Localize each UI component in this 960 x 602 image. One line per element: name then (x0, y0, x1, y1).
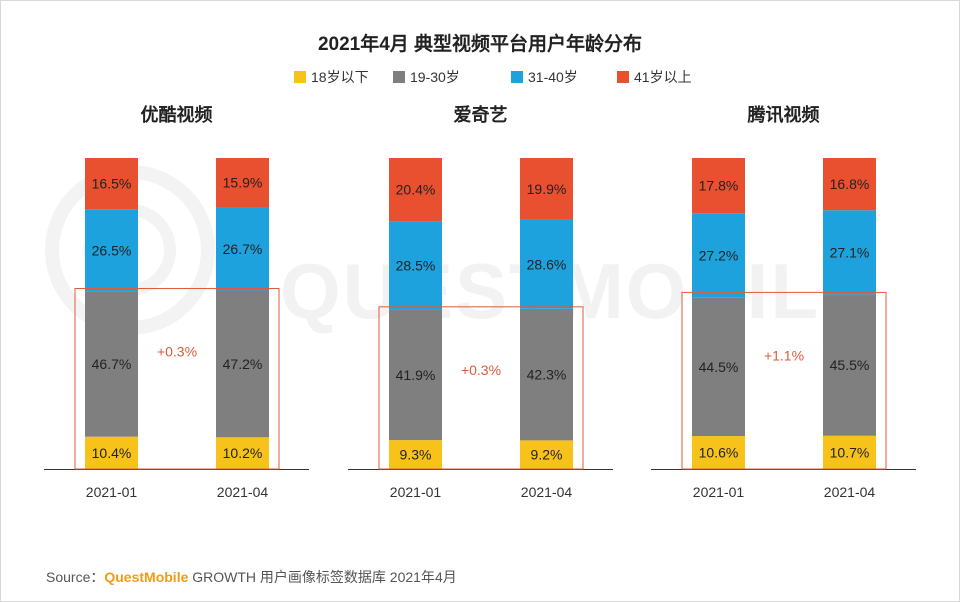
seg-label-2-1-0: 10.7% (830, 444, 870, 460)
seg-label-0-1-0: 10.2% (223, 445, 263, 461)
seg-label-2-0-0: 10.6% (699, 445, 739, 461)
seg-label-0-1-3: 15.9% (223, 175, 263, 191)
bar-seg-2-0-2 (692, 213, 745, 298)
watermark: QUESTMOBILE (45, 165, 874, 335)
seg-label-2-0-2: 27.2% (699, 248, 739, 264)
delta-label-1: +0.3% (461, 362, 501, 378)
bar-seg-0-0-1 (85, 291, 138, 437)
bar-seg-0-1-0 (216, 437, 269, 469)
seg-label-1-0-1: 41.9% (396, 367, 436, 383)
legend-swatch-2 (511, 71, 523, 83)
bar-seg-2-1-3 (823, 158, 876, 211)
legend-swatch-3 (617, 71, 629, 83)
seg-label-1-1-2: 28.6% (527, 256, 567, 272)
seg-label-1-0-2: 28.5% (396, 258, 436, 274)
seg-label-0-0-3: 16.5% (92, 176, 132, 192)
bar-seg-2-1-1 (823, 294, 876, 436)
source-prefix: Source： (46, 569, 105, 585)
legend-swatch-1 (393, 71, 405, 83)
seg-label-1-1-1: 42.3% (527, 367, 567, 383)
seg-label-1-1-3: 19.9% (527, 181, 567, 197)
legend: 18岁以下 19-30岁 31-40岁 41岁以上 (294, 69, 692, 85)
bar-seg-1-1-3 (520, 158, 573, 220)
seg-label-1-0-0: 9.3% (400, 447, 432, 463)
seg-label-0-0-1: 46.7% (92, 356, 132, 372)
xtick-1-0: 2021-01 (390, 484, 442, 500)
panel-title-0: 优酷视频 (141, 104, 213, 125)
bar-seg-1-1-0 (520, 440, 573, 469)
seg-label-0-0-2: 26.5% (92, 242, 132, 258)
panel-title-1: 爱奇艺 (454, 104, 508, 125)
bar-seg-0-1-3 (216, 158, 269, 208)
chart-title: 2021年4月 典型视频平台用户年龄分布 (318, 32, 642, 55)
source-brand: QuestMobile (104, 569, 189, 585)
seg-label-2-1-2: 27.1% (830, 244, 870, 260)
highlight-box-2 (681, 291, 887, 470)
bar-seg-0-1-1 (216, 290, 269, 438)
bar-seg-1-1-1 (520, 308, 573, 441)
bar-seg-0-1-2 (216, 207, 269, 291)
seg-label-2-1-3: 16.8% (830, 176, 870, 192)
legend-swatch-0 (294, 71, 306, 83)
seg-label-1-0-3: 20.4% (396, 182, 436, 198)
seg-label-2-0-1: 44.5% (699, 359, 739, 375)
seg-label-0-1-2: 26.7% (223, 241, 263, 257)
legend-label-2: 31-40岁 (528, 69, 578, 85)
bar-seg-2-0-1 (692, 297, 745, 437)
panel-2: 腾讯视频 10.6% 44.5% 27.2% 17.8% 2021-01 10.7% 45.5… (651, 104, 916, 500)
legend-label-1: 19-30岁 (410, 69, 460, 85)
bar-seg-1-1-2 (520, 219, 573, 309)
delta-label-2: +1.1% (764, 347, 804, 363)
bar-seg-0-0-2 (85, 209, 138, 292)
panels: 优酷视频 10.4% 46.7% 26.5% 16.5% 2021-01 10.2% 47.2… (44, 104, 916, 500)
bar-seg-1-0-1 (389, 309, 442, 441)
bar-seg-0-0-3 (85, 158, 138, 210)
xtick-0-1: 2021-04 (217, 484, 269, 500)
bar-seg-1-0-2 (389, 221, 442, 310)
bar-seg-1-0-0 (389, 440, 442, 469)
bar-seg-2-1-2 (823, 210, 876, 295)
delta-label-0: +0.3% (157, 343, 197, 359)
xtick-2-0: 2021-01 (693, 484, 745, 500)
watermark-text: QUESTMOBILE (280, 247, 874, 335)
bar-seg-2-0-0 (692, 436, 745, 469)
highlight-box-0 (74, 287, 280, 470)
panel-title-2: 腾讯视频 (748, 104, 820, 125)
seg-label-1-1-0: 9.2% (531, 447, 563, 463)
panel-0: 优酷视频 10.4% 46.7% 26.5% 16.5% 2021-01 10.2% 47.2… (44, 104, 309, 500)
xtick-1-1: 2021-04 (521, 484, 573, 500)
seg-label-2-0-3: 17.8% (699, 178, 739, 194)
legend-label-0: 18岁以下 (311, 69, 369, 85)
legend-label-3: 41岁以上 (634, 69, 692, 85)
source-note: Source：QuestMobile GROWTH 用户画像标签数据库 2021… (46, 567, 457, 587)
seg-label-2-1-1: 45.5% (830, 357, 870, 373)
seg-label-0-1-1: 47.2% (223, 356, 263, 372)
panel-1: 爱奇艺 9.3% 41.9% 28.5% 20.4% 2021-01 9.2% 42.3% 28… (348, 104, 613, 500)
highlight-box-1 (378, 306, 584, 470)
bar-seg-2-1-0 (823, 435, 876, 469)
bar-seg-2-0-3 (692, 158, 745, 214)
source-text: GROWTH 用户画像标签数据库 2021年4月 (188, 569, 457, 585)
xtick-2-1: 2021-04 (824, 484, 876, 500)
xtick-0-0: 2021-01 (86, 484, 138, 500)
bar-seg-0-0-0 (85, 436, 138, 469)
bar-seg-1-0-3 (389, 158, 442, 222)
seg-label-0-0-0: 10.4% (92, 445, 132, 461)
